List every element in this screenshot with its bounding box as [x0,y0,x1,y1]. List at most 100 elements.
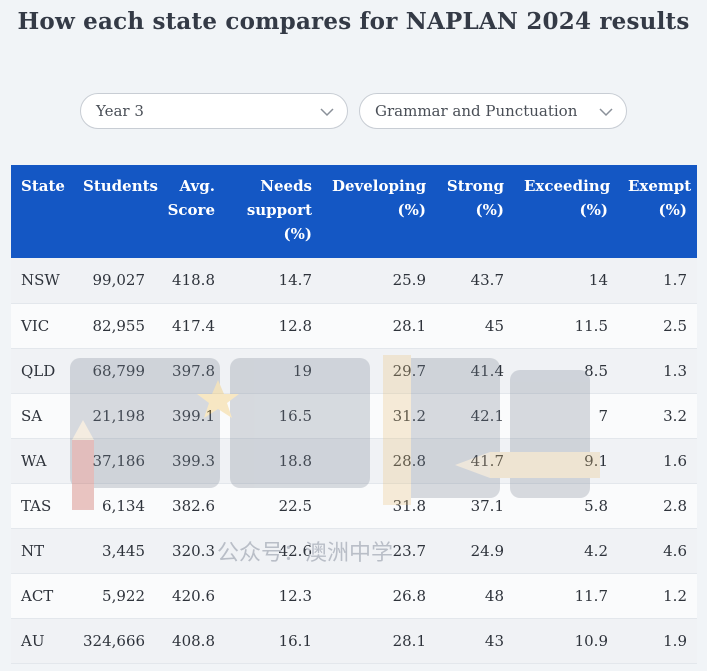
table-cell: 1.3 [618,348,697,394]
table-cell: 4.6 [618,528,697,574]
table-cell: 5.8 [514,483,618,529]
table-row: QLD 68,799 397.8 19 29.7 41.4 8.5 1.3 [11,348,697,394]
table-cell: 45 [436,303,514,349]
table-cell: 382.6 [155,483,225,529]
table-cell: 42.6 [225,528,322,574]
table-cell: 37.1 [436,483,514,529]
table-cell: 37,186 [73,438,155,484]
column-header: Exempt (%) [618,165,697,258]
column-header: Strong (%) [436,165,514,258]
table-cell: 42.1 [436,393,514,439]
year-select[interactable]: Year 3 [80,93,348,129]
table-cell: 21,198 [73,393,155,439]
column-header-line: Students [83,177,158,195]
table-cell: 18.8 [225,438,322,484]
state-cell: TAS [11,483,73,529]
table-cell: 324,666 [73,618,155,664]
table-cell: 28.1 [322,303,436,349]
table-cell: 9.1 [514,438,618,484]
table-row: AU 324,666 408.8 16.1 28.1 43 10.9 1.9 [11,618,697,664]
state-cell: QLD [11,348,73,394]
table-cell: 420.6 [155,573,225,619]
column-header-line: Needs [260,177,312,195]
table-cell: 28.1 [322,618,436,664]
column-header-line: Developing [332,177,427,195]
table-cell: 2.5 [618,303,697,349]
state-cell: VIC [11,303,73,349]
state-cell: WA [11,438,73,484]
column-header: Needs support (%) [225,165,322,258]
table-cell: 320.3 [155,528,225,574]
table-header-row: State Students Avg. Score Needs support (%) Dev… [11,165,697,258]
table-cell: 399.1 [155,393,225,439]
state-cell: AU [11,618,73,664]
table-cell: 16.1 [225,618,322,664]
table-cell: 28.8 [322,438,436,484]
year-select-value: Year 3 [96,102,144,120]
table-cell: 26.8 [322,573,436,619]
table-cell: 7 [514,393,618,439]
table-cell: 399.3 [155,438,225,484]
table-cell: 417.4 [155,303,225,349]
table-cell: 10.9 [514,618,618,664]
column-header: State [11,165,73,258]
table-cell: 19 [225,348,322,394]
table-cell: 3,445 [73,528,155,574]
table-cell: 1.9 [618,618,697,664]
column-header-line: State [21,177,65,195]
column-header-line: Score [167,201,215,219]
table-cell: 14 [514,258,618,304]
table-cell: 2.8 [618,483,697,529]
state-cell: ACT [11,573,73,619]
table-cell: 6,134 [73,483,155,529]
state-cell: SA [11,393,73,439]
table-row: ACT 5,922 420.6 12.3 26.8 48 11.7 1.2 [11,573,697,619]
column-header-line: (%) [658,201,687,219]
column-header-line: Exceeding [524,177,611,195]
chevron-down-icon [320,108,334,117]
table-row: WA 37,186 399.3 18.8 28.8 41.7 9.1 1.6 [11,438,697,484]
table-cell: 31.8 [322,483,436,529]
table-row: SA 21,198 399.1 16.5 31.2 42.1 7 3.2 [11,393,697,439]
table-cell: 41.7 [436,438,514,484]
table-cell: 12.8 [225,303,322,349]
table-cell: 29.7 [322,348,436,394]
column-header-line: (%) [283,225,312,243]
table-cell: 99,027 [73,258,155,304]
results-table: State Students Avg. Score Needs support (%) Dev… [11,165,697,664]
table-cell: 4.2 [514,528,618,574]
column-header-line: (%) [397,201,426,219]
table-cell: 1.7 [618,258,697,304]
column-header-line: Avg. [179,177,215,195]
table-cell: 41.4 [436,348,514,394]
column-header: Avg. Score [155,165,225,258]
subject-select[interactable]: Grammar and Punctuation [359,93,627,129]
table-row: VIC 82,955 417.4 12.8 28.1 45 11.5 2.5 [11,303,697,349]
subject-select-value: Grammar and Punctuation [375,102,578,120]
table-cell: 12.3 [225,573,322,619]
table-cell: 82,955 [73,303,155,349]
table-cell: 24.9 [436,528,514,574]
table-cell: 418.8 [155,258,225,304]
table-cell: 43.7 [436,258,514,304]
table-cell: 3.2 [618,393,697,439]
table-cell: 1.6 [618,438,697,484]
table-cell: 31.2 [322,393,436,439]
table-cell: 22.5 [225,483,322,529]
table-row: NT 3,445 320.3 42.6 23.7 24.9 4.2 4.6 [11,528,697,574]
table-row: NSW 99,027 418.8 14.7 25.9 43.7 14 1.7 [11,258,697,304]
table-cell: 1.2 [618,573,697,619]
table-cell: 5,922 [73,573,155,619]
state-cell: NSW [11,258,73,304]
table-cell: 8.5 [514,348,618,394]
table-cell: 68,799 [73,348,155,394]
column-header-line: support [246,201,312,219]
page-title: How each state compares for NAPLAN 2024 … [17,8,690,35]
table-cell: 43 [436,618,514,664]
column-header: Developing (%) [322,165,436,258]
table-cell: 16.5 [225,393,322,439]
table-cell: 397.8 [155,348,225,394]
chevron-down-icon [599,108,613,117]
table-row: TAS 6,134 382.6 22.5 31.8 37.1 5.8 2.8 [11,483,697,529]
table-cell: 25.9 [322,258,436,304]
